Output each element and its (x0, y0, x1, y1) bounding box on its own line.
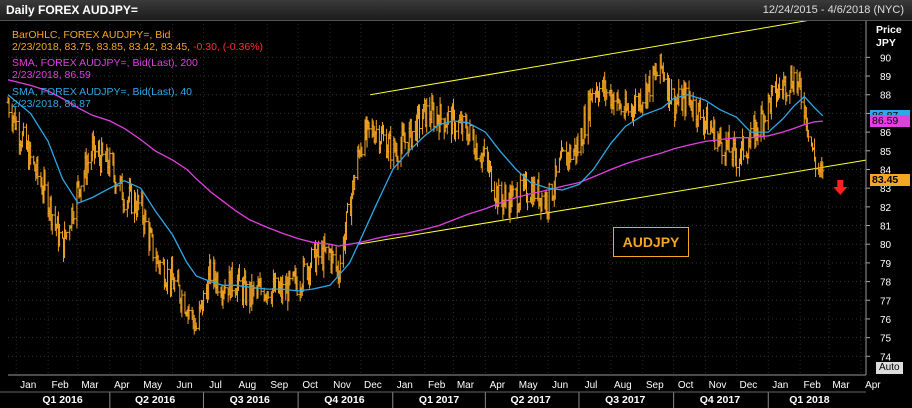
channel-upper-line (370, 10, 867, 96)
month-label: Apr (865, 380, 881, 391)
month-label: Oct (678, 380, 694, 391)
sma200-last-value-tag: 86.59 (870, 115, 910, 128)
y-tick-label: 75 (880, 334, 892, 345)
month-label: Aug (238, 380, 256, 391)
y-axis-labels: 7475767778798081828384858687888990 (880, 53, 892, 363)
quarter-label: Q4 2017 (700, 394, 740, 406)
title-bar: Daily FOREX AUDJPY= 12/24/2015 - 4/6/201… (0, 0, 912, 21)
month-label: Nov (709, 380, 727, 391)
y-axis-title-price: Price (876, 24, 902, 36)
month-label: Nov (333, 380, 351, 391)
month-label: Aug (614, 380, 632, 391)
audjpy-label-box: AUDJPY (613, 227, 689, 257)
y-tick-label: 83 (880, 184, 892, 195)
quarter-label: Q2 2017 (510, 394, 550, 406)
x-axis-labels: Jan Feb Mar Apr May Jun Jul Aug Sep Oct Nov Dec Jan F… (20, 380, 881, 406)
month-label: Jan (397, 380, 413, 391)
quarter-label: Q4 2016 (324, 394, 364, 406)
month-label: Dec (739, 380, 757, 391)
month-label: May (519, 380, 538, 391)
y-tick-label: 80 (880, 240, 892, 251)
legend-sma40-name: SMA, FOREX AUDJPY=, Bid(Last), 40 (12, 86, 193, 98)
date-range: 12/24/2015 - 4/6/2018 (NYC) (762, 4, 904, 16)
y-tick-label: 77 (880, 296, 892, 307)
y-tick-label: 76 (880, 315, 892, 326)
quarter-label: Q1 2017 (419, 394, 459, 406)
y-tick-label: 88 (880, 91, 892, 102)
y-tick-label: 90 (880, 53, 892, 64)
month-label: Jun (552, 380, 568, 391)
sma-40-line (7, 94, 824, 292)
y-tick-label: 74 (880, 352, 892, 363)
y-tick-label: 84 (880, 165, 892, 176)
month-label: Sep (646, 380, 664, 391)
legend-sma40-value: 2/23/2018, 86.87 (12, 98, 91, 110)
moving-averages (7, 79, 824, 292)
month-label: Mar (457, 380, 475, 391)
month-label: Dec (364, 380, 382, 391)
axes (0, 20, 870, 408)
month-label: Jun (177, 380, 193, 391)
down-arrow-icon (833, 180, 848, 196)
month-label: Jul (585, 380, 598, 391)
month-label: Apr (490, 380, 506, 391)
month-label: Jan (772, 380, 788, 391)
y-tick-label: 82 (880, 203, 892, 214)
month-label: Jan (20, 380, 36, 391)
month-label: Jul (209, 380, 222, 391)
y-tick-label: 89 (880, 72, 892, 83)
y-tick-label: 81 (880, 222, 892, 233)
legend-ohlc-name: BarOHLC, FOREX AUDJPY=, Bid (12, 29, 171, 41)
month-label: Mar (81, 380, 99, 391)
price-last-value-tag: 83.45 (870, 173, 910, 186)
month-label: Apr (114, 380, 130, 391)
quarter-label: Q3 2016 (230, 394, 270, 406)
month-label: Feb (52, 380, 70, 391)
month-label: Sep (270, 380, 288, 391)
legend-ohlc-change: -0.30, (-0.36%) (193, 41, 264, 53)
y-axis-title-currency: JPY (876, 37, 896, 49)
ohlc-bars (6, 53, 825, 335)
quarter-label: Q1 2016 (42, 394, 82, 406)
y-tick-label: 86 (880, 128, 892, 139)
sma-200-line (7, 79, 823, 247)
legend-sma200-name: SMA, FOREX AUDJPY=, Bid(Last), 200 (12, 57, 198, 69)
month-label: May (143, 380, 162, 391)
auto-scale-button[interactable]: Auto (876, 362, 903, 374)
channel-lower-line (357, 159, 867, 245)
y-tick-label: 79 (880, 259, 892, 270)
legend-ohlc-values: 2/23/2018, 83.75, 83.85, 83.42, 83.45, -… (12, 41, 263, 53)
legend-sma200-value: 2/23/2018, 86.59 (12, 69, 91, 81)
quarter-label: Q2 2016 (135, 394, 175, 406)
month-label: Mar (832, 380, 850, 391)
quarter-label: Q3 2017 (605, 394, 645, 406)
month-label: Oct (302, 380, 318, 391)
month-label: Feb (804, 380, 822, 391)
quarter-label: Q1 2018 (789, 394, 829, 406)
month-label: Feb (428, 380, 446, 391)
chart-title: Daily FOREX AUDJPY= (6, 3, 138, 17)
y-tick-label: 85 (880, 147, 892, 158)
trend-channel (357, 10, 867, 245)
legend-ohlc-values-text: 2/23/2018, 83.75, 83.85, 83.42, 83.45, (12, 41, 193, 53)
y-tick-label: 78 (880, 278, 892, 289)
